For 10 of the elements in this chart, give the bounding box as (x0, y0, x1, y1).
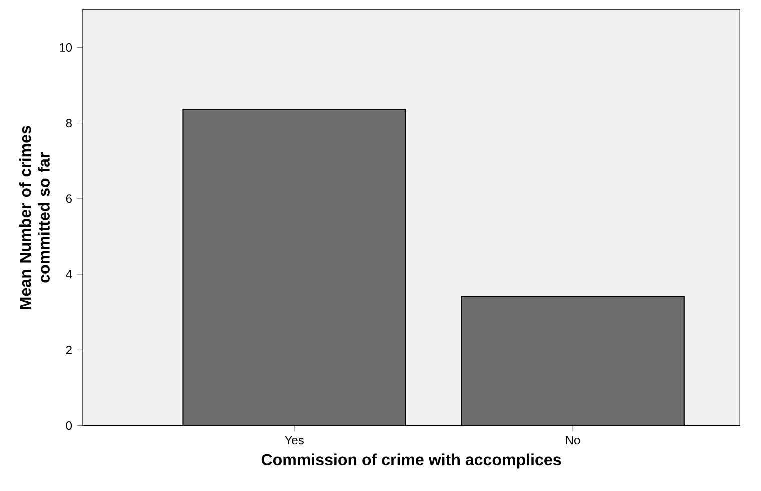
x-axis-title: Commission of crime with accomplices (262, 454, 562, 469)
y-tick-label: 2 (66, 346, 72, 354)
y-tick-label: 4 (66, 270, 72, 279)
y-tick-label: 6 (66, 194, 72, 204)
y-tick-label: 8 (66, 119, 72, 128)
y-axis-title: Mean Number of crimes committed so far (19, 126, 50, 310)
y-tick-label: 0 (66, 422, 72, 430)
x-tick-label: Yes (285, 436, 304, 445)
y-tick-label: 10 (60, 44, 72, 52)
x-tick-label: No (566, 436, 580, 445)
